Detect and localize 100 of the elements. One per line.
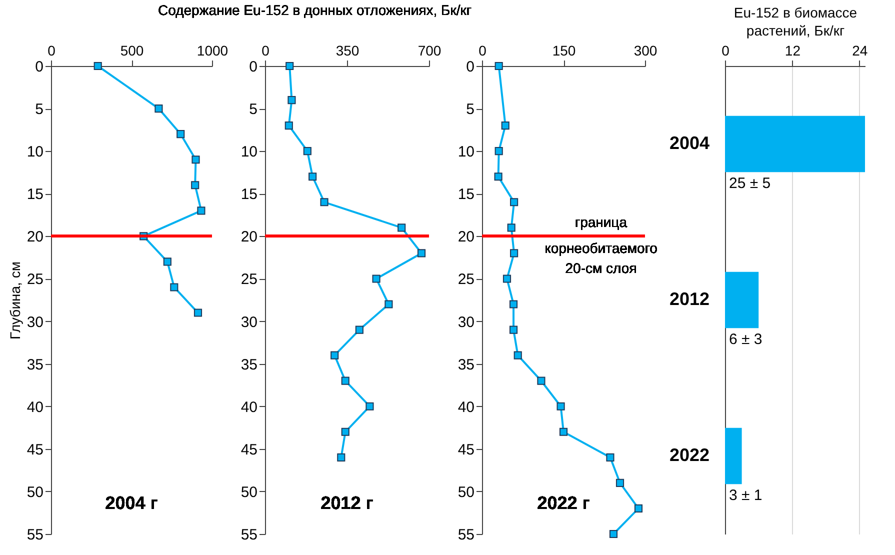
point [494, 147, 503, 156]
point [170, 283, 178, 292]
y-tick-label: 0 [249, 58, 258, 76]
point [194, 308, 202, 317]
point [537, 376, 546, 385]
y-tick-label: 20 [458, 228, 474, 246]
y-tick-label: 5 [249, 101, 258, 118]
point [510, 249, 518, 258]
point [634, 504, 643, 513]
y-tick-label: 45 [458, 441, 474, 458]
point [163, 258, 172, 266]
point [509, 326, 518, 334]
y-tick-label: 50 [240, 484, 258, 501]
point [606, 453, 614, 462]
bar [725, 116, 865, 172]
y-tick-label: 30 [26, 314, 44, 331]
y-tick-label: 0 [35, 58, 44, 76]
point [609, 530, 618, 538]
x-tick-label: 500 [120, 42, 144, 58]
point [510, 198, 518, 206]
y-tick-label: 40 [26, 398, 44, 416]
y-tick-label: 2004 [669, 133, 710, 153]
point [286, 62, 294, 70]
x-tick-label: 12 [784, 42, 801, 58]
x-tick-label: 300 [634, 42, 658, 58]
point [288, 96, 296, 104]
data-label: 6 ± 3 [729, 331, 762, 348]
point [398, 224, 406, 232]
point [341, 428, 350, 436]
point [494, 62, 503, 70]
x-tick-label: 0 [48, 42, 56, 58]
y-tick-label: 40 [458, 398, 474, 416]
y-tick-label: 35 [26, 356, 44, 374]
point [154, 104, 163, 113]
y-tick-label: 30 [458, 314, 474, 331]
point [341, 376, 350, 385]
point [417, 249, 426, 258]
y-tick-label: 15 [458, 186, 474, 204]
annotation: 2012 г [320, 493, 374, 513]
point [355, 326, 364, 334]
x-tick-label: 0 [478, 42, 487, 58]
y-tick-label: 20 [240, 228, 258, 246]
point [501, 122, 510, 130]
point [384, 300, 393, 308]
y-tick-label: 25 [458, 271, 474, 288]
bar [725, 272, 759, 328]
point [366, 402, 374, 410]
point [191, 181, 200, 190]
point [192, 156, 200, 164]
y-tick-label: 2012 [669, 289, 710, 309]
point [337, 453, 346, 462]
x-tick-label: 24 [852, 42, 868, 58]
point [556, 402, 565, 410]
point [176, 130, 185, 138]
text: Содержание Eu-152 в донных отложениях, Бк/кг [158, 2, 472, 18]
point [308, 172, 317, 181]
x-tick-label: 150 [552, 42, 576, 58]
y-tick-label: 45 [26, 441, 44, 458]
point [372, 274, 380, 283]
y-tick-label: 10 [26, 144, 44, 161]
y-tick-label: 5 [35, 101, 44, 118]
data-label: 25 ± 5 [729, 175, 771, 192]
point [94, 62, 102, 70]
x-tick-label: 0 [262, 42, 270, 58]
bar [725, 428, 742, 484]
y-tick-label: 55 [240, 526, 258, 544]
y-tick-label: 30 [240, 314, 258, 331]
point [514, 351, 522, 360]
x-axis-title: Eu-152 в биомассе растений, Бк/кг [734, 4, 858, 38]
x-tick-label: 0 [722, 42, 730, 58]
y-tick-label: 55 [26, 526, 44, 544]
point [320, 198, 328, 206]
x-tick-label: 350 [336, 42, 360, 58]
point [330, 351, 339, 360]
y-tick-label: 45 [240, 441, 258, 458]
x-tick-label: 1000 [196, 42, 228, 58]
y-tick-label: 5 [466, 101, 474, 118]
y-tick-label: 15 [26, 186, 44, 204]
y-tick-label: 40 [240, 398, 258, 416]
y-tick-label: 50 [458, 484, 474, 501]
point [509, 300, 518, 308]
y-tick-label: 0 [466, 58, 474, 76]
annotation: 2022 г [537, 493, 590, 513]
point [303, 147, 312, 156]
y-tick-label: 55 [458, 526, 474, 544]
point [559, 428, 568, 436]
y-tick-label: 15 [240, 186, 258, 204]
y-tick-label: 25 [240, 271, 258, 288]
x-tick-label: 700 [418, 42, 442, 58]
annotation: 2004 г [105, 493, 158, 513]
y-axis-title: Глубина, см [6, 262, 23, 340]
point [502, 274, 512, 283]
data-label: 3 ± 1 [729, 487, 762, 504]
y-tick-label: 25 [26, 271, 44, 288]
y-tick-label: 20 [26, 228, 44, 246]
point [197, 206, 206, 215]
point [284, 122, 293, 130]
y-tick-label: 35 [240, 356, 258, 374]
y-tick-label: 2022 [669, 445, 710, 465]
y-tick-label: 10 [240, 144, 258, 161]
